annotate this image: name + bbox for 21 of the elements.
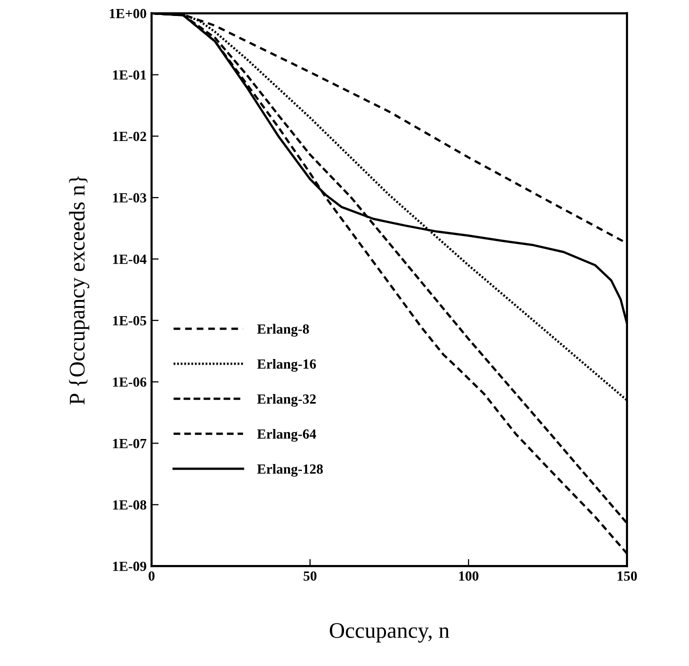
y-tick-label: 1E-02 — [113, 132, 146, 142]
x-tick-label: 150 — [618, 571, 637, 581]
y-tick-label: 1E-07 — [113, 438, 146, 448]
y-tick-label: 1E-09 — [113, 562, 146, 572]
y-tick-label: 1E-05 — [113, 316, 146, 326]
x-tick-label: 100 — [459, 571, 478, 581]
y-tick-label: 1E+00 — [110, 8, 146, 18]
y-tick-label: 1E-03 — [113, 193, 146, 203]
x-tick-label: 0 — [148, 571, 155, 581]
x-axis-title: Occupancy, n — [330, 623, 450, 643]
y-tick-label: 1E-04 — [113, 254, 146, 264]
x-tick-label: 50 — [304, 571, 316, 581]
y-axis-title: P {Occupancy exceeds n} — [69, 176, 90, 405]
legend-label: Erlang-8 — [257, 324, 309, 337]
y-tick-label: 1E-06 — [113, 377, 146, 387]
legend-label: Erlang-16 — [257, 358, 316, 372]
legend-label: Erlang-128 — [257, 464, 323, 477]
y-tick-label: 1E-08 — [113, 500, 146, 510]
legend-label: Erlang-64 — [257, 428, 316, 442]
legend-label: Erlang-32 — [257, 394, 316, 407]
y-tick-label: 1E-01 — [113, 70, 146, 80]
